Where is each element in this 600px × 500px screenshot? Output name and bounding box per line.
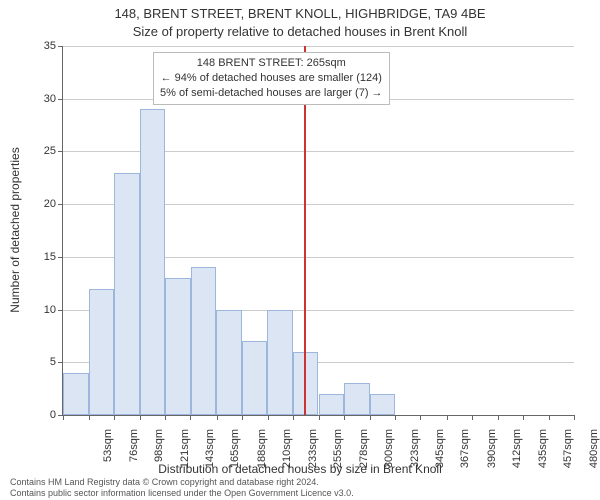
xtick-mark xyxy=(293,415,294,420)
xtick-mark xyxy=(344,415,345,420)
histogram-bar xyxy=(140,109,166,415)
ytick-mark xyxy=(58,46,63,47)
xtick-mark xyxy=(472,415,473,420)
ytick-label: 25 xyxy=(26,145,56,157)
histogram-bar xyxy=(242,341,268,415)
ytick-label: 0 xyxy=(26,409,56,421)
xtick-label: 278sqm xyxy=(358,429,370,479)
annotation-line: 148 BRENT STREET: 265sqm xyxy=(160,56,383,71)
xtick-mark xyxy=(242,415,243,420)
xtick-label: 255sqm xyxy=(332,429,344,479)
histogram-bar xyxy=(319,394,345,415)
xtick-label: 323sqm xyxy=(409,429,421,479)
histogram-bar xyxy=(370,394,396,415)
x-axis-label: Distribution of detached houses by size … xyxy=(0,462,600,476)
ytick-mark xyxy=(58,99,63,100)
y-axis-label: Number of detached properties xyxy=(8,147,22,312)
xtick-mark xyxy=(165,415,166,420)
xtick-mark xyxy=(395,415,396,420)
ytick-mark xyxy=(58,310,63,311)
annotation-box: 148 BRENT STREET: 265sqm← 94% of detache… xyxy=(153,52,390,105)
xtick-label: 233sqm xyxy=(307,429,319,479)
footer-line2: Contains public sector information licen… xyxy=(10,488,590,498)
xtick-label: 457sqm xyxy=(562,429,574,479)
xtick-mark xyxy=(89,415,90,420)
xtick-mark xyxy=(447,415,448,420)
xtick-label: 480sqm xyxy=(588,429,600,479)
chart-title-line1: 148, BRENT STREET, BRENT KNOLL, HIGHBRID… xyxy=(0,6,600,21)
histogram-bar xyxy=(63,373,89,415)
ytick-mark xyxy=(58,257,63,258)
xtick-mark xyxy=(420,415,421,420)
annotation-line: 5% of semi-detached houses are larger (7… xyxy=(160,86,383,101)
ytick-mark xyxy=(58,151,63,152)
xtick-mark xyxy=(370,415,371,420)
ytick-label: 30 xyxy=(26,93,56,105)
xtick-mark xyxy=(63,415,64,420)
xtick-label: 210sqm xyxy=(281,429,293,479)
chart-container: 148, BRENT STREET, BRENT KNOLL, HIGHBRID… xyxy=(0,0,600,500)
xtick-label: 300sqm xyxy=(383,429,395,479)
histogram-bar xyxy=(344,383,370,415)
histogram-bar xyxy=(267,310,293,415)
ytick-mark xyxy=(58,204,63,205)
xtick-label: 188sqm xyxy=(256,429,268,479)
xtick-mark xyxy=(319,415,320,420)
xtick-label: 76sqm xyxy=(128,429,140,479)
xtick-mark xyxy=(217,415,218,420)
xtick-mark xyxy=(140,415,141,420)
xtick-label: 143sqm xyxy=(204,429,216,479)
histogram-bar xyxy=(191,267,217,415)
xtick-mark xyxy=(498,415,499,420)
footer-line1: Contains HM Land Registry data © Crown c… xyxy=(10,477,590,487)
histogram-bar xyxy=(216,310,242,415)
xtick-label: 435sqm xyxy=(537,429,549,479)
footer-attribution: Contains HM Land Registry data © Crown c… xyxy=(10,477,590,498)
xtick-label: 98sqm xyxy=(153,429,165,479)
histogram-bar xyxy=(89,289,115,416)
xtick-mark xyxy=(549,415,550,420)
gridline-h xyxy=(63,46,574,47)
ytick-label: 15 xyxy=(26,251,56,263)
chart-title-line2: Size of property relative to detached ho… xyxy=(0,24,600,39)
ytick-mark xyxy=(58,362,63,363)
xtick-label: 390sqm xyxy=(486,429,498,479)
xtick-mark xyxy=(574,415,575,420)
xtick-label: 367sqm xyxy=(459,429,471,479)
xtick-label: 53sqm xyxy=(102,429,114,479)
ytick-label: 20 xyxy=(26,198,56,210)
ytick-label: 10 xyxy=(26,304,56,316)
xtick-label: 412sqm xyxy=(511,429,523,479)
xtick-mark xyxy=(190,415,191,420)
xtick-mark xyxy=(114,415,115,420)
annotation-line: ← 94% of detached houses are smaller (12… xyxy=(160,71,383,86)
xtick-label: 165sqm xyxy=(229,429,241,479)
xtick-mark xyxy=(523,415,524,420)
ytick-label: 35 xyxy=(26,40,56,52)
xtick-label: 345sqm xyxy=(434,429,446,479)
ytick-label: 5 xyxy=(26,356,56,368)
histogram-bar xyxy=(114,173,140,415)
plot-area: 148 BRENT STREET: 265sqm← 94% of detache… xyxy=(62,46,574,416)
xtick-label: 121sqm xyxy=(179,429,191,479)
xtick-mark xyxy=(268,415,269,420)
histogram-bar xyxy=(165,278,191,415)
